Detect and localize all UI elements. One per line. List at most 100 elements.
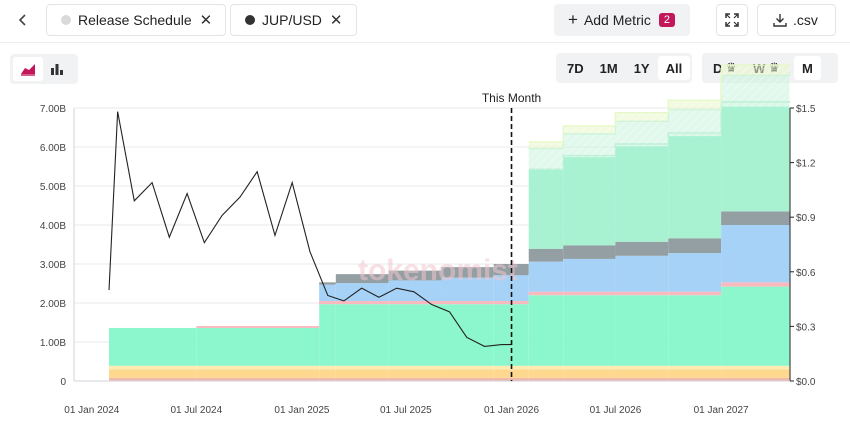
unlock-layer-segment	[109, 365, 197, 370]
y-left-tick-label: 2.00B	[40, 299, 66, 310]
csv-label: .csv	[793, 12, 818, 28]
unlock-layer-segment	[668, 291, 722, 296]
unlock-layer-segment	[441, 369, 494, 378]
unlock-layer-segment	[388, 365, 442, 370]
chip-dot	[61, 15, 71, 25]
expand-icon	[725, 13, 739, 27]
unlock-layer-segment	[668, 136, 722, 239]
projected-bands	[528, 61, 791, 171]
unlock-layer-segment	[388, 369, 442, 378]
unlock-layer-segment	[493, 377, 529, 381]
axes: 0 1.00B 2.00B 3.00B 4.00B 5.00B 6.00B 7.00B $0.0…	[40, 104, 816, 416]
fullscreen-button[interactable]	[716, 4, 748, 36]
range-1y[interactable]: 1Y	[633, 60, 650, 76]
unlock-layer-segment	[196, 365, 320, 370]
chip-release-schedule[interactable]: Release Schedule ✕	[46, 4, 226, 36]
unlock-layer-segment	[335, 304, 389, 366]
unlock-layer-segment	[388, 301, 442, 305]
unlock-layer-segment	[528, 377, 564, 381]
unlock-layer-segment	[668, 295, 722, 366]
unlock-layer-segment	[668, 253, 722, 292]
unlock-layer-segment	[319, 369, 336, 378]
unlock-layer-segment	[319, 377, 336, 381]
unlock-layer-segment	[721, 225, 790, 283]
unlock-layer-segment	[563, 157, 616, 246]
x-tick-label: 01 Jan 2025	[274, 405, 329, 416]
unlock-layer-segment	[388, 304, 442, 366]
watermark-text: tokenomist	[358, 254, 518, 287]
unlock-layer-segment	[196, 369, 320, 378]
unlock-layer-segment	[615, 295, 669, 366]
x-tick-label: 01 Jan 2027	[694, 405, 749, 416]
unlock-layer-segment	[563, 365, 616, 370]
y-left-tick-label: 4.00B	[40, 221, 66, 232]
bar-chart-icon	[51, 64, 63, 75]
unlock-layer-segment	[335, 274, 389, 284]
unlock-layer-segment	[319, 365, 336, 370]
price-series-line	[108, 111, 512, 347]
unlock-layer-segment	[441, 365, 494, 370]
area-chart-button[interactable]	[13, 57, 43, 81]
unlock-layer-segment	[563, 369, 616, 378]
unlock-layer-segment	[721, 365, 790, 370]
range-7d[interactable]: 7D	[567, 60, 584, 76]
back-button[interactable]	[4, 4, 42, 36]
unlock-layer-segment	[441, 267, 494, 278]
unlock-layer-segment	[109, 369, 197, 378]
area-chart-icon	[21, 64, 35, 76]
y-right-tick-label: $1.2	[796, 159, 816, 170]
unlock-layer-segment	[109, 327, 197, 366]
close-icon[interactable]: ✕	[329, 12, 343, 29]
unlock-layer-segment	[319, 304, 336, 366]
unlock-layer-segment	[528, 369, 564, 378]
unlock-layer-segment	[668, 369, 722, 378]
unlock-layer-segment	[615, 365, 669, 370]
unlock-layer-segment	[721, 286, 790, 366]
projected-band-hatch	[528, 72, 790, 170]
projected-band-edge	[528, 61, 791, 143]
unlock-layer-segment	[563, 245, 616, 259]
y-left-tick-label: 3.00B	[40, 260, 66, 271]
unlock-layer-segment	[319, 282, 336, 285]
unlock-layer-segment	[721, 377, 790, 381]
granularity-d-label: D	[713, 60, 723, 76]
unlock-layer-segment	[388, 280, 442, 302]
csv-download-button[interactable]: .csv	[757, 4, 836, 36]
range-1m[interactable]: 1M	[599, 60, 618, 76]
granularity-m[interactable]: M	[793, 56, 821, 80]
unlock-layer-segment	[196, 377, 320, 381]
range-all[interactable]: All	[657, 56, 691, 80]
bar-chart-button[interactable]	[43, 57, 71, 81]
unlock-layer-segment	[615, 377, 669, 381]
unlock-layer-segment	[563, 291, 616, 296]
chip-label: Release Schedule	[78, 12, 192, 28]
unlock-layer-segment	[528, 365, 564, 370]
unlock-layer-segment	[528, 295, 564, 366]
unlock-layer-segment	[441, 304, 494, 366]
unlock-layer-segment	[335, 365, 389, 370]
metric-count-badge: 2	[658, 13, 675, 27]
unlock-layer-segment	[668, 238, 722, 254]
range-selector: 7D 1M 1Y All	[556, 53, 692, 83]
x-tick-label: 01 Jan 2026	[484, 405, 539, 416]
unlock-layer-segment	[335, 369, 389, 378]
this-month-label: This Month	[482, 91, 541, 105]
close-icon[interactable]: ✕	[199, 12, 213, 29]
unlock-layer-segment	[528, 261, 564, 292]
unlock-layer-segment	[563, 295, 616, 366]
add-metric-button[interactable]: + Add Metric 2	[554, 4, 690, 36]
y-left-tick-label: 1.00B	[40, 338, 66, 349]
chip-jup-usd[interactable]: JUP/USD ✕	[230, 4, 357, 36]
x-tick-label: 01 Jul 2025	[380, 405, 432, 416]
chip-label: JUP/USD	[262, 12, 322, 28]
y-right-tick-label: $0.0	[796, 377, 816, 388]
x-tick-label: 01 Jul 2026	[590, 405, 642, 416]
unlock-layer-segment	[721, 282, 790, 287]
unlock-layer-segment	[388, 377, 442, 381]
add-metric-label: Add Metric	[583, 12, 651, 28]
y-left-tick-label: 7.00B	[40, 104, 66, 115]
y-right-tick-label: $0.9	[796, 213, 816, 224]
unlock-layer-segment	[319, 284, 336, 302]
unlock-layer-segment	[388, 270, 442, 281]
